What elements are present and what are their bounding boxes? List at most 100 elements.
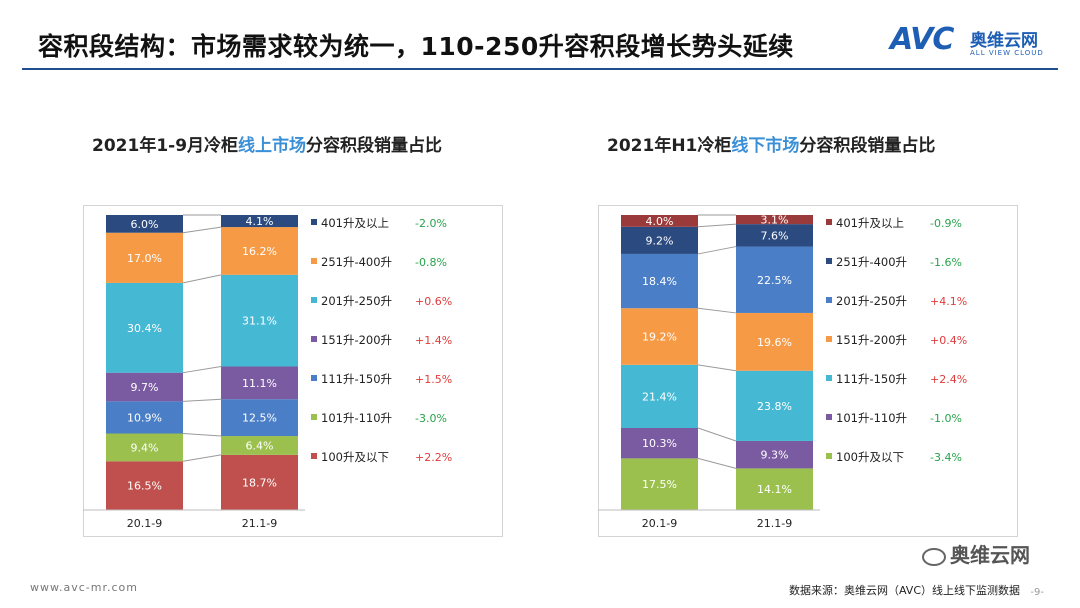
connector-line [697,427,737,442]
bar-segment-left-1-2 [221,399,298,437]
legend-label: 151升-200升 [321,333,392,347]
bar-label: 23.8% [757,400,792,413]
legend-swatch [826,258,832,264]
bar-label: 6.4% [246,439,274,452]
right-chart-title-highlight: 线下市场 [731,136,800,156]
logo-avc-text: AVC [890,22,954,57]
title-divider [22,68,1058,70]
bar-label: 9.3% [761,449,789,462]
legend-label: 201升-250升 [321,294,392,308]
connector-line [182,274,222,284]
bar-segment-right-0-3 [621,308,698,365]
connector-line [697,457,737,469]
right-chart-title-part3: 分容积段销量占比 [799,136,936,156]
wechat-watermark: 奥维云网 [922,539,1030,568]
right-chart-svg: 17.5% 10.3% 21.4% 19.2% 18.4% 9.2% 4.0% 14.1% 9.… [598,214,967,530]
legend-swatch [826,297,832,303]
bar-segment-left-0-1 [106,433,183,462]
legend-change-value: -3.4% [930,451,962,464]
legend-change-value: +0.6% [415,295,452,308]
right-plot-frame [598,205,1018,537]
bar-segment-left-0-0 [106,461,183,510]
bar-segment-right-0-2 [621,364,698,428]
left-plot-frame [83,205,503,537]
connector-line [697,364,737,372]
bar-segment-right-0-4 [621,253,698,309]
legend-change-value: +2.2% [415,451,452,464]
bar-segment-right-0-5 [621,226,698,254]
x-tick-label: 20.1-9 [642,517,677,530]
legend-swatch [826,453,832,459]
bar-label: 17.5% [642,478,677,491]
bar-segment-left-1-3 [221,366,298,400]
left-chart-title-part1: 2021年1-9月冷柜 [92,136,239,156]
bar-segment-left-1-0 [221,454,298,510]
bar-label: 18.4% [642,275,677,288]
legend-change-value: -1.0% [930,412,962,425]
legend-swatch [311,297,317,303]
bar-label: 3.1% [761,214,789,227]
bar-segment-left-1-4 [221,274,298,367]
legend-swatch [826,414,832,420]
legend-label: 201升-250升 [836,294,907,308]
connector-line [182,454,222,462]
bar-segment-left-1-1 [221,436,298,455]
bar-segment-right-1-4 [736,246,813,313]
page-number: -9- [1030,587,1044,598]
wechat-text: 奥维云网 [950,543,1030,567]
bar-segment-left-1-6 [221,215,298,228]
bar-label: 19.2% [642,331,677,344]
connector-line [182,398,222,402]
bar-segment-left-0-5 [106,232,183,283]
connector-line [182,226,222,234]
bar-segment-right-1-2 [736,370,813,441]
connector-line [697,307,737,314]
connector-line [182,365,222,374]
legend-label: 111升-150升 [321,372,392,386]
legend-change-value: +1.4% [415,334,452,347]
bar-label: 30.4% [127,322,162,335]
bar-label: 7.6% [761,229,789,242]
website-url: www.avc-mr.com [30,581,138,594]
bar-label: 17.0% [127,252,162,265]
legend-label: 151升-200升 [836,333,907,347]
legend-change-value: +0.4% [930,334,967,347]
legend-swatch [311,414,317,420]
legend-label: 401升及以上 [321,216,389,230]
legend-change-value: -2.0% [415,217,447,230]
bar-segment-right-1-5 [736,224,813,247]
bar-label: 22.5% [757,274,792,287]
connector-line [697,223,737,228]
connector-line [182,433,222,437]
legend-label: 251升-400升 [321,255,392,269]
bar-label: 6.0% [131,218,159,231]
bar-label: 31.1% [242,315,277,328]
legend-label: 100升及以下 [836,450,904,464]
bar-label: 10.3% [642,437,677,450]
bar-label: 9.7% [131,381,159,394]
bar-label: 9.2% [646,234,674,247]
legend-swatch [311,336,317,342]
legend-label: 100升及以下 [321,450,389,464]
bar-segment-right-1-6 [736,215,813,225]
bar-label: 16.5% [127,480,162,493]
legend-label: 101升-110升 [836,411,907,425]
connector-line [697,246,737,255]
bar-label: 4.1% [246,215,274,228]
bar-segment-left-0-4 [106,282,183,373]
legend-label: 251升-400升 [836,255,907,269]
legend-swatch [311,453,317,459]
bar-label: 11.1% [242,377,277,390]
logo-cn-text: 奥维云网 [970,31,1038,51]
legend-swatch [826,375,832,381]
left-chart-title: 2021年1-9月冷柜线上市场分容积段销量占比 [92,131,442,156]
right-chart-title: 2021年H1冷柜线下市场分容积段销量占比 [607,131,935,156]
x-tick-label: 20.1-9 [127,517,162,530]
logo-en-text: ALL VIEW CLOUD [970,49,1044,57]
bar-label: 9.4% [131,441,159,454]
x-tick-label: 21.1-9 [757,517,792,530]
legend-label: 111升-150升 [836,372,907,386]
bar-label: 16.2% [242,245,277,258]
left-chart-title-highlight: 线上市场 [238,136,307,156]
avc-logo: AVC 奥维云网 ALL VIEW CLOUD [890,22,1060,66]
